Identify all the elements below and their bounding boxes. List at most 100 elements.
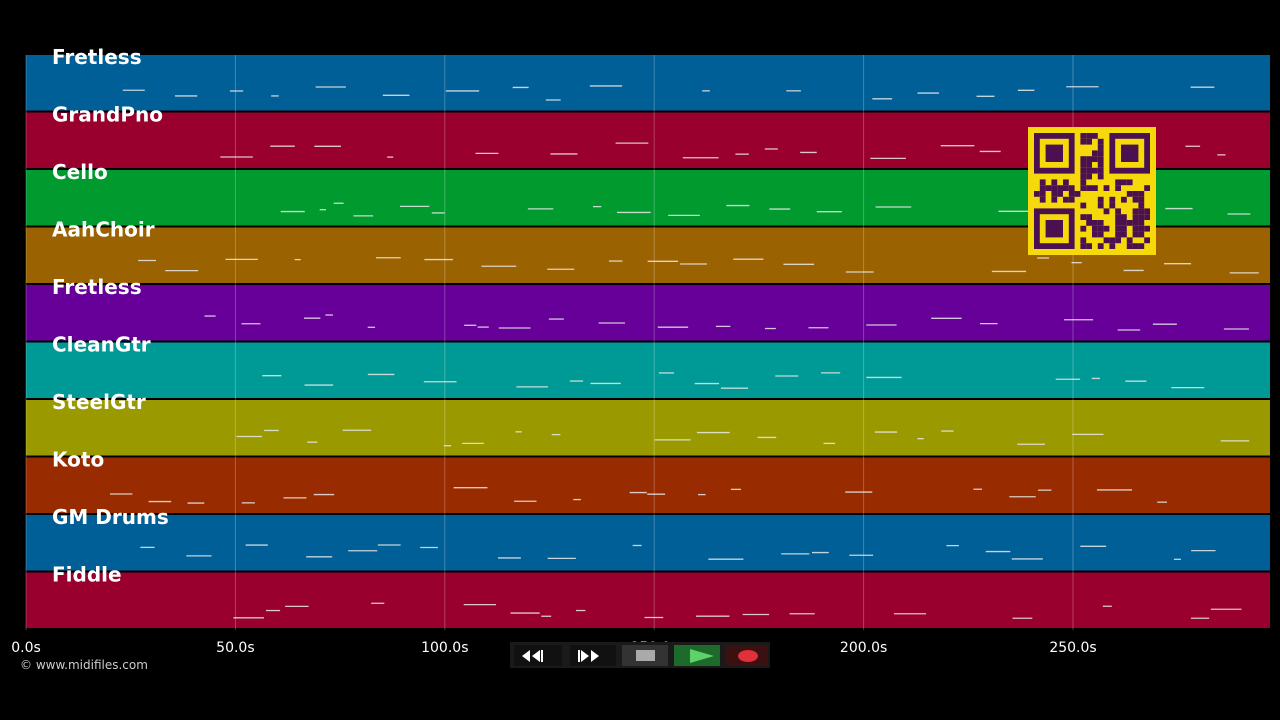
qr-module (1115, 179, 1121, 186)
qr-module (1086, 133, 1092, 139)
qr-module (1132, 191, 1139, 197)
qr-module (1074, 191, 1081, 197)
qr-module (1126, 191, 1133, 197)
qr-module (1092, 225, 1098, 232)
track-lane (26, 572, 1270, 628)
track-name: Fiddle (52, 563, 122, 587)
qr-module (1080, 179, 1087, 186)
track-lane (26, 55, 1270, 111)
qr-module (1144, 208, 1150, 215)
qr-module (1138, 214, 1145, 220)
qr-module (1132, 214, 1139, 220)
qr-module (1086, 167, 1092, 174)
notes (109, 85, 1259, 619)
qr-module (1115, 237, 1121, 244)
qr-finder (1045, 144, 1063, 162)
qr-module (1092, 133, 1098, 139)
qr-module (1144, 225, 1150, 232)
qr-module (1097, 167, 1104, 174)
track-name: GM Drums (52, 505, 169, 529)
qr-module (1039, 191, 1046, 197)
qr-module (1121, 214, 1127, 220)
qr-module (1080, 243, 1087, 249)
qr-module (1126, 237, 1133, 244)
qr-module (1109, 196, 1116, 203)
time-label: 100.0s (421, 640, 468, 656)
qr-module (1086, 162, 1092, 168)
track-labels: Fretless GrandPno Cello AahChoir Fretless Cle… (52, 45, 169, 587)
stop-button[interactable] (622, 645, 668, 666)
qr-module (1097, 243, 1104, 249)
copyright: © www.midifiles.com (20, 658, 148, 672)
track-name: CleanGtr (52, 333, 151, 357)
qr-module (1138, 225, 1145, 232)
qr-module (1126, 179, 1133, 186)
qr-module (1086, 185, 1092, 191)
qr-code (1028, 127, 1156, 255)
qr-module (1103, 225, 1110, 232)
qr-module (1039, 196, 1046, 203)
qr-module (1092, 156, 1098, 162)
qr-module (1051, 179, 1058, 186)
qr-module (1121, 220, 1127, 226)
qr-module (1121, 225, 1127, 232)
track-lane (26, 515, 1270, 571)
track-name: Fretless (52, 275, 142, 299)
qr-module (1115, 231, 1121, 238)
track-lane (26, 400, 1270, 456)
qr-module (1080, 237, 1087, 244)
qr-module (1080, 162, 1087, 168)
qr-module (1097, 196, 1104, 203)
qr-module (1097, 162, 1104, 168)
track-name: Cello (52, 160, 108, 184)
qr-module (1051, 196, 1058, 203)
qr-module (1132, 220, 1139, 226)
qr-module (1097, 144, 1104, 151)
qr-module (1126, 243, 1133, 249)
qr-module (1086, 220, 1092, 226)
track-name: AahChoir (52, 218, 155, 242)
qr-module (1086, 173, 1092, 180)
qr-module (1045, 185, 1052, 191)
qr-module (1092, 185, 1098, 191)
qr-module (1080, 133, 1087, 139)
qr-module (1109, 237, 1116, 244)
qr-module (1138, 208, 1145, 215)
qr-module (1068, 185, 1075, 191)
qr-module (1097, 225, 1104, 232)
fast-forward-button[interactable] (570, 645, 616, 666)
qr-module (1138, 202, 1145, 209)
record-button[interactable] (726, 645, 768, 666)
qr-module (1092, 231, 1098, 238)
qr-module (1121, 231, 1127, 238)
track-name: Koto (52, 448, 104, 472)
qr-module (1092, 150, 1098, 157)
qr-module (1092, 167, 1098, 174)
qr-module (1115, 185, 1121, 191)
rewind-button[interactable] (514, 645, 562, 666)
qr-module (1115, 214, 1121, 220)
qr-module (1115, 220, 1121, 226)
track-lane (26, 342, 1270, 398)
qr-module (1039, 179, 1046, 186)
qr-module (1144, 185, 1150, 191)
qr-module (1138, 220, 1145, 226)
qr-module (1138, 191, 1145, 197)
play-button[interactable] (674, 645, 720, 666)
qr-module (1109, 202, 1116, 209)
qr-module (1109, 243, 1116, 249)
qr-module (1051, 185, 1058, 191)
track-name: GrandPno (52, 103, 163, 127)
qr-module (1132, 196, 1139, 203)
qr-module (1144, 237, 1150, 244)
qr-module (1115, 225, 1121, 232)
qr-module (1086, 156, 1092, 162)
qr-module (1080, 138, 1087, 145)
qr-module (1080, 167, 1087, 174)
qr-module (1103, 208, 1110, 215)
qr-module (1097, 220, 1104, 226)
qr-module (1126, 220, 1133, 226)
qr-module (1097, 138, 1104, 145)
track-name: SteelGtr (52, 390, 146, 414)
